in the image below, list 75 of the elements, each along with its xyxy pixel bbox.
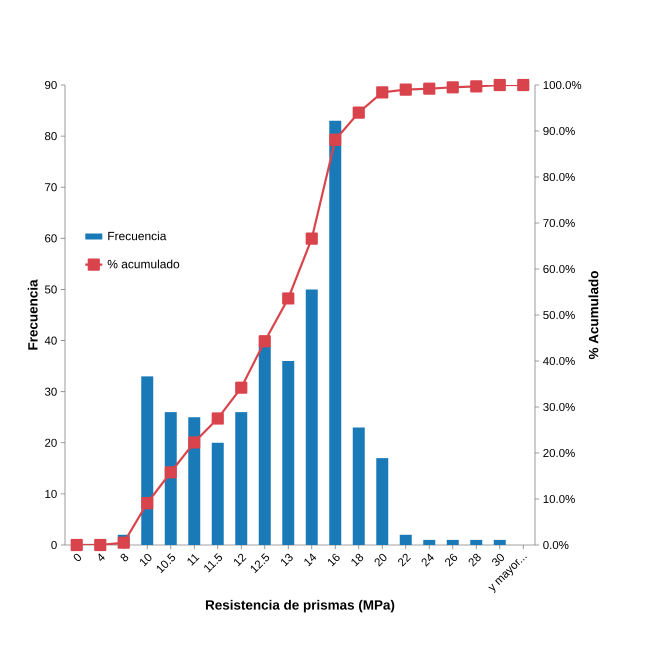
y-tick-label: 10	[45, 490, 57, 498]
y2-tick-label: 20.0%	[543, 448, 575, 458]
bar	[258, 346, 271, 545]
x-tick-label: 8	[120, 554, 128, 562]
bar	[141, 376, 154, 545]
y2-tick-label: 80.0%	[543, 172, 575, 182]
y-tick-label: 70	[45, 183, 57, 192]
point	[258, 335, 271, 348]
x-tick-label: 12	[234, 554, 246, 566]
x-tick-label: 4	[98, 553, 105, 561]
point	[164, 466, 177, 478]
point	[70, 538, 83, 552]
y-tick-label: 0	[51, 540, 57, 550]
point	[235, 382, 248, 394]
point	[118, 536, 130, 549]
bar	[423, 540, 436, 545]
y-tick-label: 20	[45, 438, 57, 447]
point	[470, 80, 482, 92]
bar	[352, 427, 365, 545]
y-axis-title: Frecuencia	[28, 279, 38, 350]
x-tick-label: 10	[140, 554, 152, 566]
x-tick-label: 16	[328, 554, 340, 566]
point	[329, 134, 342, 146]
y2-tick-label: 90.0%	[543, 126, 575, 136]
bar	[282, 361, 294, 545]
y-tick-label: 40	[44, 336, 57, 345]
y2-axis-title: % Acumulado	[588, 271, 598, 360]
x-tick-label: 13	[281, 554, 293, 566]
y2-tick-label: 70.0%	[543, 218, 575, 228]
x-axis-title: Resistencia de prismas (MPa)	[206, 600, 394, 612]
point	[282, 292, 294, 305]
y2-tick-label: 50.0%	[543, 310, 575, 320]
bar	[212, 442, 224, 545]
bar	[400, 534, 412, 545]
x-tick-label: 22	[398, 554, 411, 567]
y2-tick-label: 100.0%	[544, 80, 582, 90]
y2-tick-label: 10.0%	[544, 494, 575, 504]
x-tick-label: 18	[352, 554, 364, 566]
y-tick-label: 90	[45, 80, 57, 90]
legend-label: % acumulado	[108, 260, 180, 268]
y-tick-label: 50	[44, 285, 57, 294]
point	[494, 78, 506, 92]
y2-tick-label: 60.0%	[543, 264, 575, 274]
point	[94, 538, 106, 552]
point	[446, 81, 459, 94]
x-tick-label: 28	[468, 554, 481, 567]
x-tick-label: 26	[445, 554, 458, 567]
point	[517, 78, 530, 92]
bar	[235, 412, 248, 545]
x-tick-label: 14	[304, 553, 316, 566]
bar	[470, 540, 482, 545]
y2-tick-label: 30.0%	[543, 402, 575, 412]
point	[352, 106, 365, 119]
y2-tick-label: 40.0%	[543, 356, 575, 366]
x-tick-label: 24	[422, 553, 434, 567]
point	[306, 232, 318, 245]
x-tick-label: 0	[74, 554, 81, 562]
bar	[494, 540, 506, 545]
x-tick-label: 20	[374, 554, 386, 567]
x-tick-label: 11	[188, 554, 200, 566]
y-tick-label: 30	[44, 388, 57, 396]
point	[141, 497, 154, 510]
point	[212, 412, 224, 425]
point	[188, 436, 200, 449]
bar	[446, 540, 459, 545]
bar	[376, 458, 388, 545]
point	[423, 82, 436, 95]
y-tick-label: 60	[45, 234, 57, 242]
y-tick-label: 80	[44, 132, 57, 140]
bar	[329, 120, 342, 545]
bar	[306, 289, 318, 545]
legend-label: Frecuencia	[108, 231, 166, 240]
y2-tick-label: 0.0%	[543, 540, 568, 550]
point	[400, 84, 412, 96]
point	[376, 86, 388, 98]
